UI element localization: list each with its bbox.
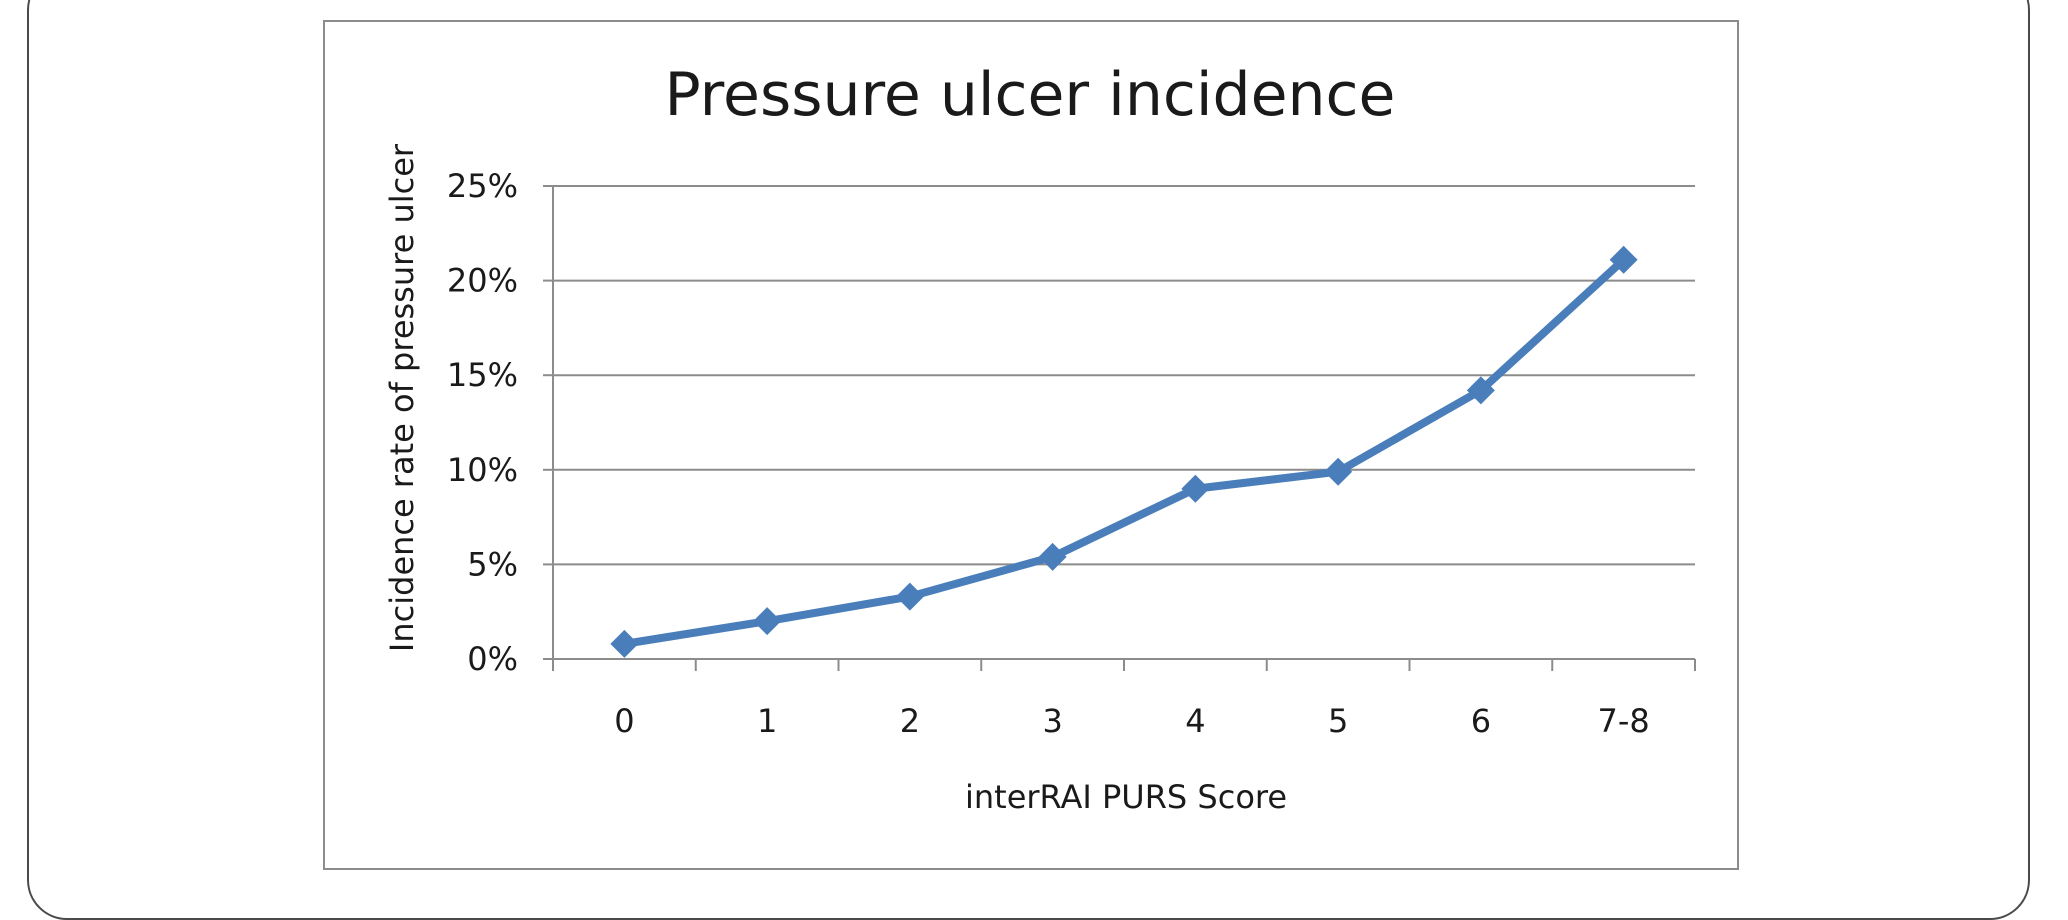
x-tick-labels: 0 1 2 3 4 5 6 7-8 <box>614 702 1650 740</box>
gridlines <box>553 185 1695 566</box>
x-tick-label: 4 <box>1185 702 1205 740</box>
series-group <box>610 245 1638 658</box>
data-point-marker <box>1038 542 1067 571</box>
x-axis-label: interRAI PURS Score <box>965 778 1287 816</box>
chart-title: Pressure ulcer incidence <box>665 60 1396 130</box>
chart-area <box>323 20 1739 870</box>
data-point-marker <box>1609 245 1638 274</box>
y-axis-label: Incidence rate of pressure ulcer <box>383 143 421 652</box>
data-point-marker <box>610 629 639 658</box>
x-tick-label: 0 <box>614 702 634 740</box>
x-tick-label: 7-8 <box>1597 702 1649 740</box>
axes <box>543 185 1696 671</box>
data-point-marker <box>1324 457 1353 486</box>
y-tick-label: 10% <box>447 451 518 489</box>
line-chart: Pressure ulcer incidence 0%5%10%15%20%25… <box>383 60 1696 816</box>
y-tick-label: 0% <box>467 640 518 678</box>
x-tick-label: 1 <box>757 702 777 740</box>
y-tick-label: 20% <box>447 262 518 300</box>
x-tick-label: 5 <box>1328 702 1348 740</box>
data-point-marker <box>753 607 782 636</box>
data-point-marker <box>895 582 924 611</box>
y-tick-label: 5% <box>467 545 518 583</box>
data-point-marker <box>1466 376 1495 405</box>
y-tick-label: 25% <box>447 167 518 205</box>
data-point-marker <box>1181 474 1210 503</box>
y-tick-label: 15% <box>447 356 518 394</box>
x-tick-label: 3 <box>1042 702 1062 740</box>
y-tick-labels: 0% 5% 10% 15% 20% 25% <box>447 167 518 678</box>
series-line <box>620 255 1628 648</box>
x-tick-label: 6 <box>1471 702 1491 740</box>
x-tick-label: 2 <box>900 702 920 740</box>
